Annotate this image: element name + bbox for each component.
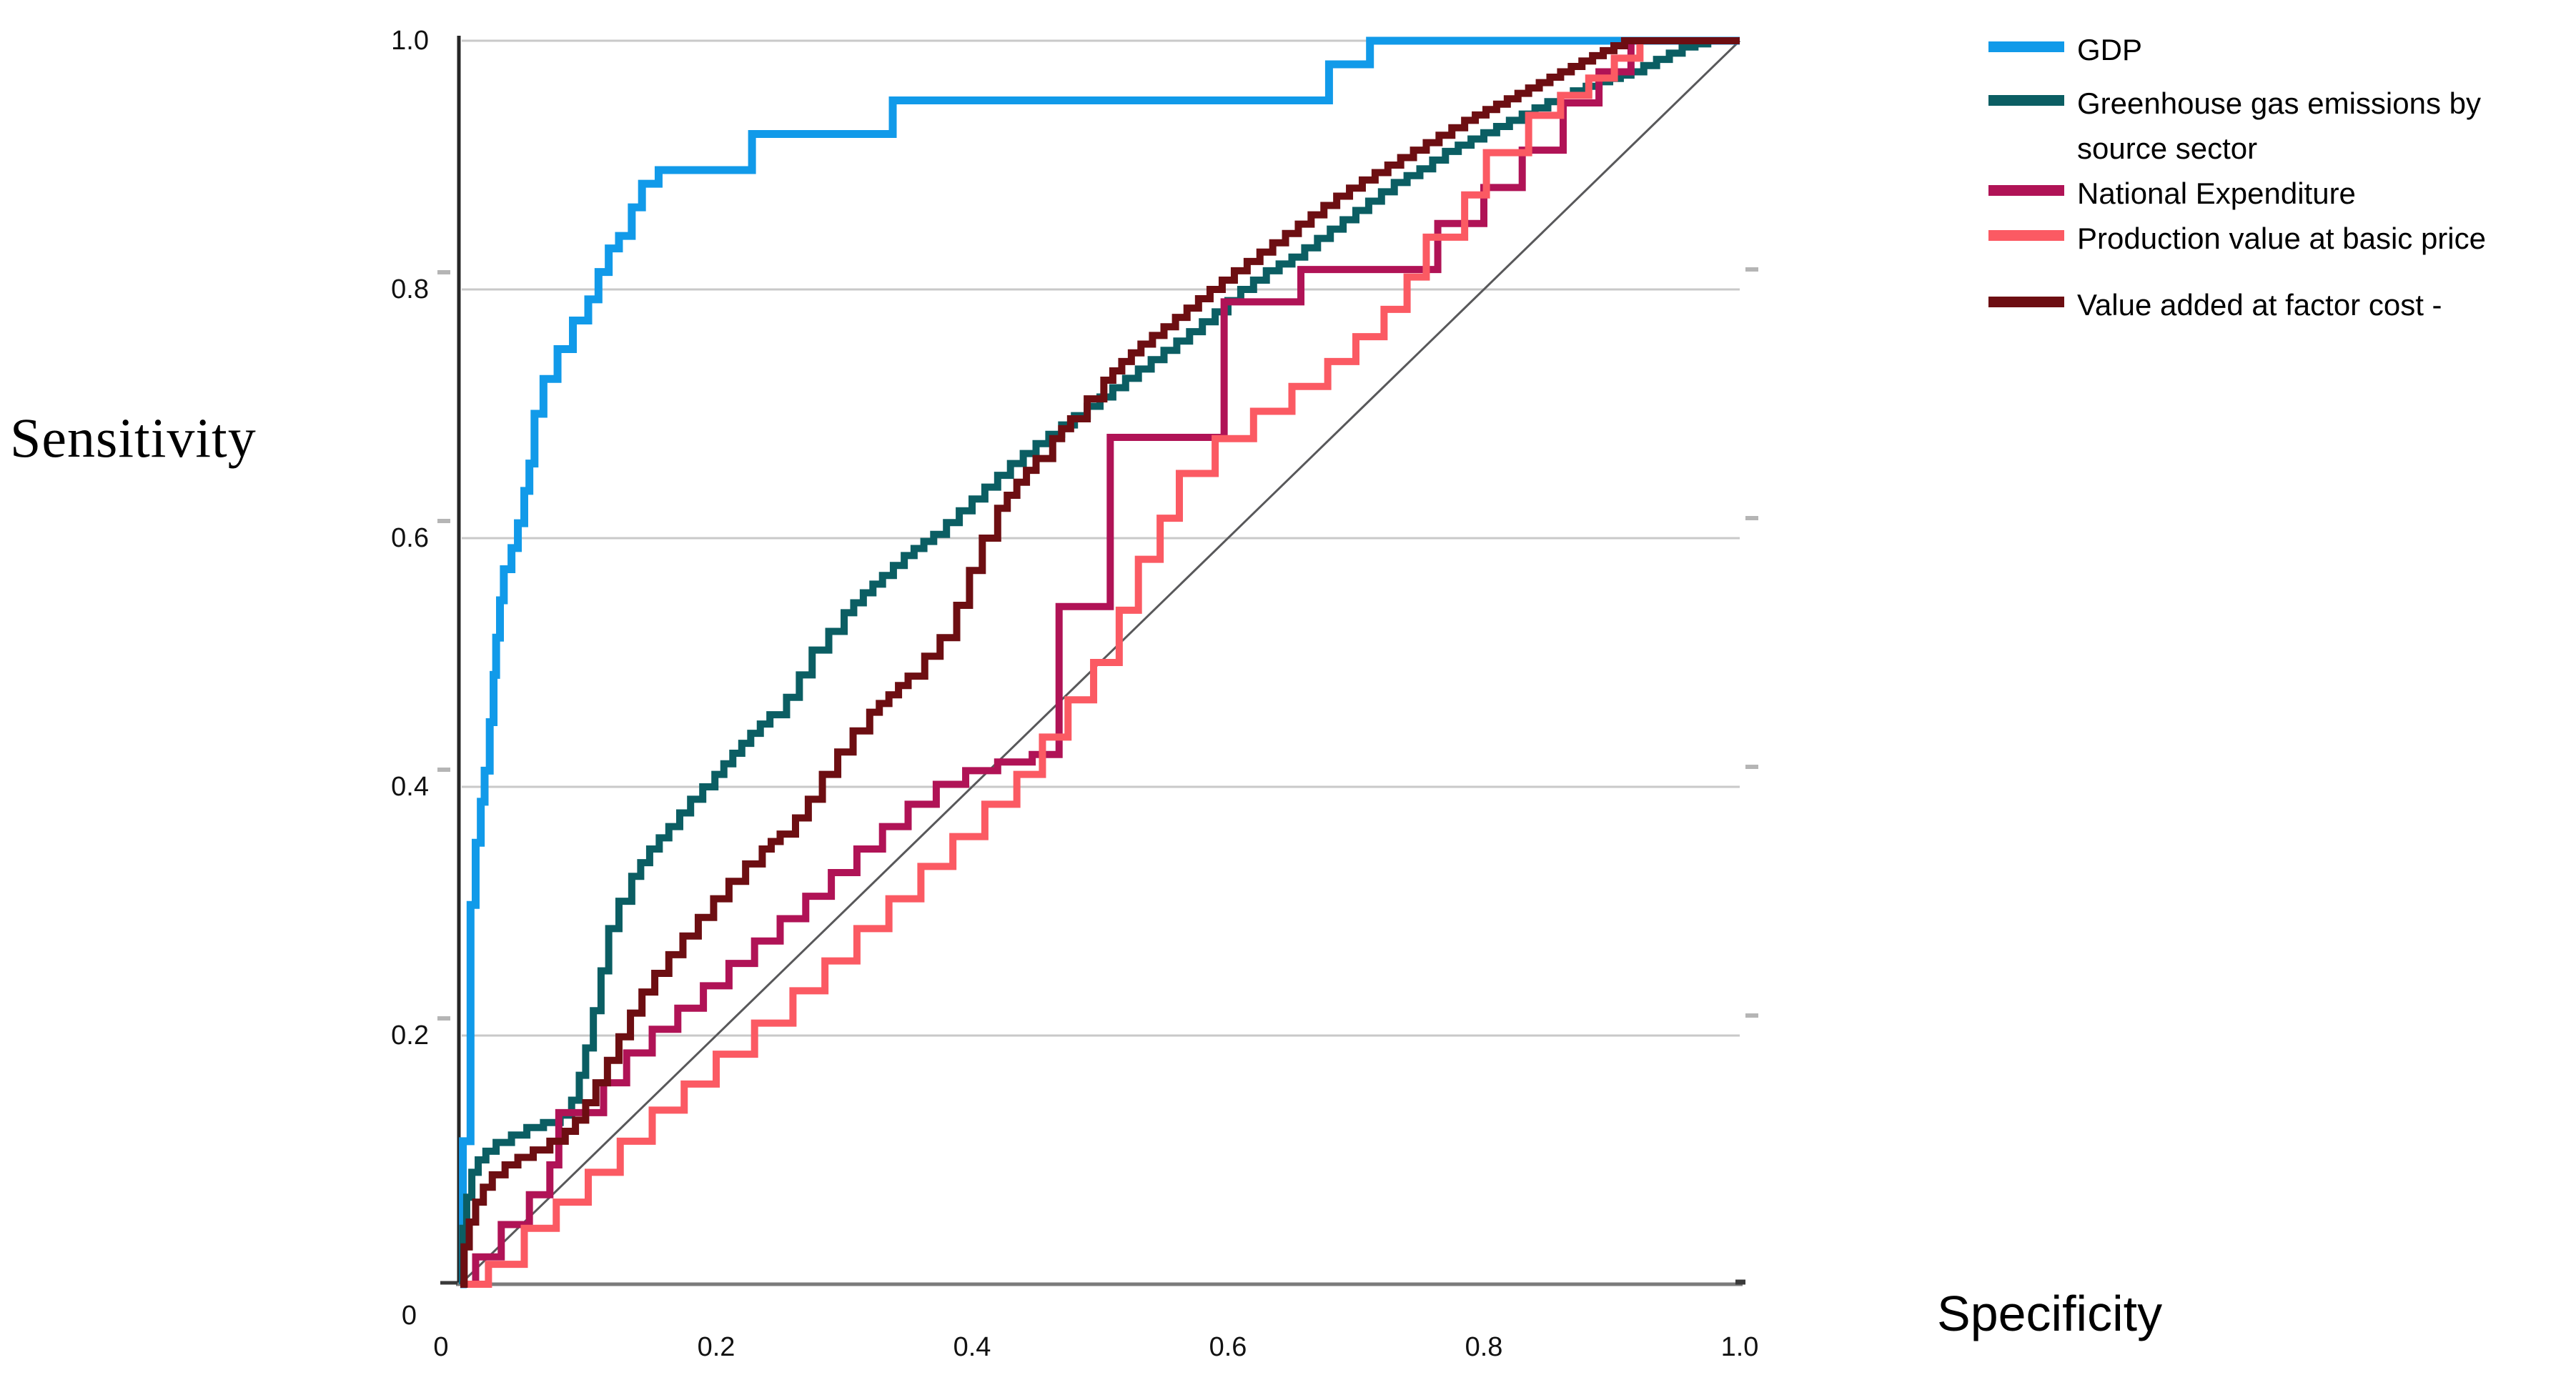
x-tick-label-0.8: 0.8	[1465, 1332, 1503, 1362]
y-tick-label-0: 0	[401, 1301, 417, 1331]
legend-line-swatch	[1988, 185, 2064, 196]
x-tick-label-0.4: 0.4	[953, 1332, 991, 1362]
legend-label: Production value at basic price	[2077, 222, 2486, 255]
y-tick-label-0.2: 0.2	[391, 1021, 429, 1051]
roc-curve-greenhouse-gas	[459, 37, 1740, 1288]
roc-curve-gdp	[459, 36, 1740, 1289]
x-tick-label-0.2: 0.2	[697, 1332, 735, 1362]
legend-label: Value added at factor cost -	[2077, 288, 2442, 322]
x-tick-label-0: 0	[433, 1332, 449, 1362]
legend-label: National Expenditure	[2077, 177, 2356, 210]
y-tick-label-0.8: 0.8	[391, 274, 429, 304]
legend-line-swatch	[1988, 297, 2064, 307]
roc-curve-national-expenditure	[460, 37, 1740, 1288]
legend-label: Greenhouse gas emissions by source secto…	[2077, 86, 2481, 165]
legend-line-swatch	[1988, 41, 2064, 52]
y-tick-label-0.4: 0.4	[391, 772, 429, 802]
legend-item-2: National Expenditure	[1988, 171, 2576, 216]
legend-item-4: Value added at factor cost -	[1988, 282, 2576, 327]
y-axis-title: Sensitivity	[10, 407, 257, 469]
y-tick-label-1.0: 1.0	[391, 26, 429, 56]
x-tick-label-1.0: 1.0	[1720, 1332, 1759, 1362]
legend-item-0: GDP	[1988, 27, 2576, 72]
roc-curve-value-added	[460, 37, 1740, 1288]
legend-label: GDP	[2077, 33, 2143, 66]
legend-line-swatch	[1988, 230, 2064, 241]
x-tick-label-0.6: 0.6	[1209, 1332, 1247, 1362]
legend-item-1: Greenhouse gas emissions by source secto…	[1988, 81, 2576, 171]
legend-line-swatch	[1988, 95, 2064, 106]
legend: GDP Greenhouse gas emissions by source se…	[1988, 27, 2576, 327]
x-axis-title: Specificity	[1937, 1286, 2163, 1341]
y-tick-label-0.6: 0.6	[391, 523, 429, 553]
legend-item-3: Production value at basic price	[1988, 216, 2576, 261]
roc-curve-production-value	[460, 37, 1740, 1288]
